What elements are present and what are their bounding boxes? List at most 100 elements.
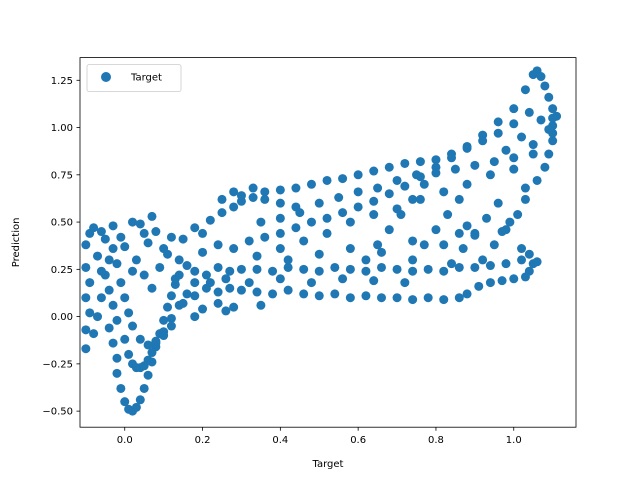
data-point <box>299 289 309 299</box>
data-point <box>423 264 433 274</box>
data-point <box>443 210 453 220</box>
data-point <box>178 298 188 308</box>
data-point <box>225 266 235 276</box>
data-point <box>338 174 348 184</box>
data-point <box>135 219 145 229</box>
data-point <box>509 119 519 129</box>
data-point <box>275 244 285 254</box>
data-point <box>353 187 363 197</box>
data-point <box>497 276 507 286</box>
data-point <box>532 257 542 267</box>
data-point <box>509 104 519 114</box>
data-point <box>540 162 550 172</box>
legend-label: Target <box>130 73 162 84</box>
y-tick-label: 0.25 <box>51 265 73 276</box>
data-point <box>454 194 464 204</box>
data-point <box>431 225 441 235</box>
data-point <box>314 266 324 276</box>
data-point <box>236 285 246 295</box>
data-point <box>260 194 270 204</box>
data-point <box>131 402 141 412</box>
legend-marker <box>101 72 111 82</box>
data-point <box>229 244 239 254</box>
data-point <box>283 262 293 272</box>
data-point <box>225 283 235 293</box>
data-point <box>268 289 278 299</box>
data-point <box>431 168 441 178</box>
data-point <box>275 274 285 284</box>
data-point <box>268 266 278 276</box>
data-point <box>330 262 340 272</box>
data-point <box>248 183 258 193</box>
data-point <box>478 136 488 146</box>
data-point <box>93 312 103 322</box>
data-point <box>198 247 208 257</box>
plot-frame <box>79 57 577 428</box>
data-point <box>489 240 499 250</box>
data-point <box>470 262 480 272</box>
data-point <box>155 262 165 272</box>
data-point <box>517 255 527 265</box>
data-point <box>89 223 99 233</box>
data-point <box>104 323 114 333</box>
data-point <box>120 334 130 344</box>
data-point <box>520 85 530 95</box>
data-point <box>104 255 114 265</box>
data-point <box>314 291 324 301</box>
data-point <box>120 293 130 303</box>
data-point <box>548 104 558 114</box>
data-point <box>166 321 176 331</box>
data-point <box>528 149 538 159</box>
data-point <box>217 208 227 218</box>
data-point <box>81 344 91 354</box>
data-point <box>89 329 99 339</box>
data-point <box>322 228 332 238</box>
y-tick-label: 0.50 <box>51 218 73 229</box>
data-point <box>338 274 348 284</box>
data-point <box>482 213 492 223</box>
data-point <box>419 179 429 189</box>
data-point <box>205 278 215 288</box>
data-point <box>135 395 145 405</box>
data-point <box>201 270 211 280</box>
data-point <box>131 255 141 265</box>
data-point <box>128 321 138 331</box>
data-point <box>376 247 386 257</box>
data-point <box>256 217 266 227</box>
x-tick-label: 0.6 <box>350 435 366 446</box>
data-point <box>322 213 332 223</box>
data-point <box>454 262 464 272</box>
data-point <box>361 255 371 265</box>
data-point <box>205 215 215 225</box>
data-point <box>190 223 200 233</box>
x-axis-label: Target <box>312 459 344 470</box>
data-point <box>470 230 480 240</box>
data-point <box>493 117 503 127</box>
data-point <box>291 223 301 233</box>
data-point <box>361 266 371 276</box>
y-tick-label: −0.50 <box>42 407 73 418</box>
data-point <box>345 217 355 227</box>
data-point <box>190 278 200 288</box>
data-point <box>415 157 425 167</box>
data-point <box>128 217 138 227</box>
data-point <box>283 255 293 265</box>
data-point <box>190 266 200 276</box>
data-point <box>252 264 262 274</box>
data-point <box>478 255 488 265</box>
data-point <box>213 287 223 297</box>
data-point <box>275 198 285 208</box>
data-point <box>244 278 254 288</box>
data-point <box>139 383 149 393</box>
data-point <box>334 193 344 202</box>
data-point <box>392 264 402 274</box>
data-point <box>544 92 554 102</box>
data-point <box>408 295 418 305</box>
data-point <box>462 179 472 189</box>
data-point <box>306 179 316 189</box>
data-point <box>474 281 484 291</box>
data-point <box>454 293 464 303</box>
data-point <box>462 221 472 231</box>
data-point <box>100 234 110 244</box>
